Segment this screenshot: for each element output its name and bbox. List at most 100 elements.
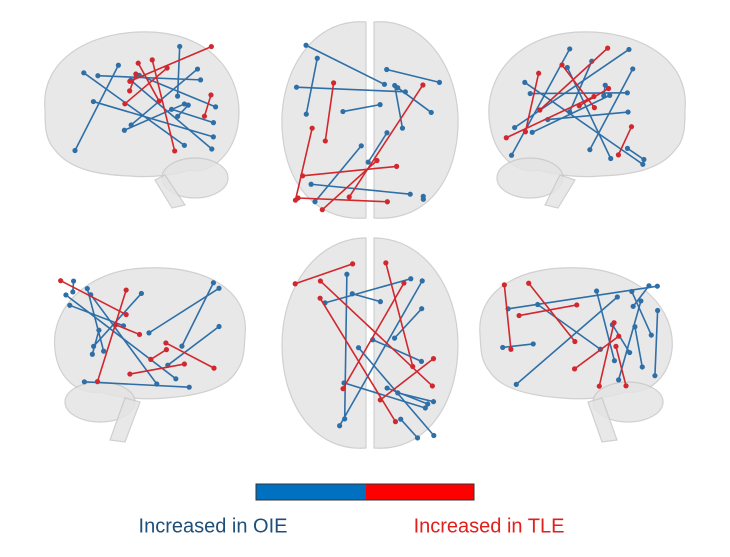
connection: [176, 46, 181, 97]
node: [384, 66, 390, 73]
connection: [130, 79, 213, 150]
connection: [617, 300, 642, 381]
node: [501, 282, 507, 288]
connection: [617, 126, 633, 156]
node: [58, 278, 64, 284]
node: [197, 77, 204, 83]
node: [601, 93, 607, 99]
node: [377, 299, 384, 305]
connection: [86, 288, 105, 352]
node: [399, 125, 406, 131]
node: [605, 45, 611, 51]
node: [70, 289, 76, 295]
connection: [393, 308, 423, 339]
connection: [537, 303, 601, 350]
connection: [294, 127, 313, 201]
connection: [510, 48, 571, 156]
node: [309, 125, 315, 131]
node: [127, 78, 133, 84]
node: [181, 142, 187, 148]
node: [420, 196, 426, 202]
node: [308, 181, 314, 187]
node: [627, 349, 633, 356]
node: [314, 55, 320, 61]
connection: [400, 418, 419, 439]
node: [522, 79, 528, 86]
connection: [393, 85, 404, 129]
node: [349, 291, 355, 297]
connection: [83, 72, 185, 146]
node: [148, 356, 154, 362]
node: [408, 276, 414, 282]
connection: [348, 84, 424, 198]
node: [392, 82, 398, 89]
node: [209, 146, 215, 152]
node: [186, 384, 192, 390]
node: [163, 347, 170, 353]
connection: [165, 342, 215, 369]
node: [611, 358, 618, 364]
node: [201, 113, 208, 119]
node: [121, 127, 127, 133]
connection: [524, 81, 644, 165]
node: [123, 287, 129, 293]
connection: [65, 294, 177, 380]
node: [383, 260, 389, 266]
node: [655, 307, 661, 314]
node: [414, 435, 421, 441]
node: [402, 89, 408, 95]
node: [81, 70, 87, 76]
node: [91, 343, 97, 349]
node: [564, 64, 570, 71]
node: [90, 98, 97, 105]
node: [428, 109, 434, 116]
node: [312, 199, 318, 205]
node: [212, 104, 219, 110]
connection: [343, 382, 426, 409]
connection: [598, 322, 615, 387]
connection: [568, 60, 593, 113]
connection: [589, 68, 634, 151]
connection: [615, 346, 627, 387]
node: [208, 92, 214, 98]
node: [172, 148, 178, 154]
connection: [632, 285, 650, 307]
node: [319, 207, 325, 213]
node: [591, 93, 597, 100]
node: [436, 79, 443, 86]
node: [113, 322, 119, 328]
connection: [528, 282, 576, 343]
node: [567, 109, 573, 115]
connection: [298, 197, 388, 203]
node: [503, 135, 509, 141]
node: [624, 145, 631, 151]
node: [516, 312, 522, 319]
node: [638, 298, 644, 304]
node: [613, 343, 619, 349]
node: [401, 280, 407, 286]
node: [163, 340, 169, 346]
node: [425, 401, 431, 407]
connection: [539, 47, 609, 111]
connection: [367, 132, 388, 163]
colorbar-frame: [255, 483, 475, 501]
legend: Increased in OIE Increased in TLE: [139, 483, 564, 537]
node: [641, 156, 647, 163]
node: [410, 363, 416, 370]
node: [420, 82, 426, 88]
node: [185, 102, 191, 108]
node: [122, 101, 128, 107]
node: [589, 58, 595, 64]
node: [173, 376, 179, 382]
connection: [611, 324, 631, 353]
node: [522, 129, 529, 135]
connection: [654, 310, 659, 376]
node: [508, 346, 514, 352]
connection: [324, 82, 335, 142]
node: [587, 147, 593, 153]
node: [624, 90, 630, 96]
node: [72, 147, 78, 154]
node: [67, 302, 73, 308]
connection: [386, 68, 440, 84]
